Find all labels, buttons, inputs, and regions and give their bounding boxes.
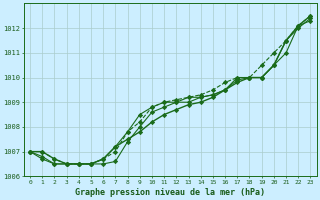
X-axis label: Graphe pression niveau de la mer (hPa): Graphe pression niveau de la mer (hPa) [75,188,265,197]
